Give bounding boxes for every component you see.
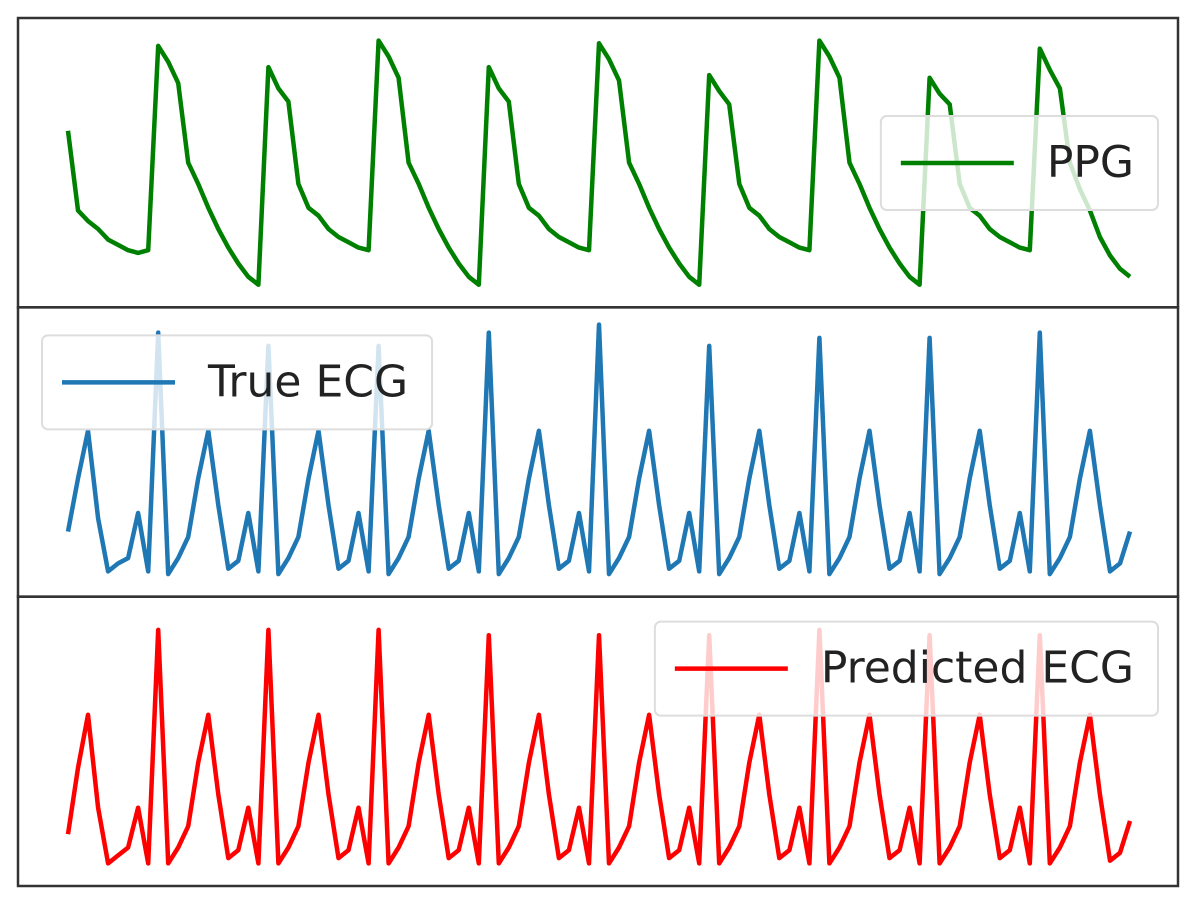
legend-box xyxy=(653,620,1159,717)
legend: PPG xyxy=(879,115,1159,211)
legend-box xyxy=(879,115,1159,211)
signal-line xyxy=(65,322,1133,577)
legend: True ECG xyxy=(41,334,434,431)
signal-line xyxy=(65,627,1133,866)
legend-label: Predicted ECG xyxy=(821,643,1134,694)
legend: Predicted ECG xyxy=(653,620,1159,717)
legend-label: True ECG xyxy=(207,356,408,407)
legend-label: PPG xyxy=(1047,137,1134,188)
legend-box xyxy=(41,334,434,431)
panel-frame xyxy=(16,595,1180,888)
